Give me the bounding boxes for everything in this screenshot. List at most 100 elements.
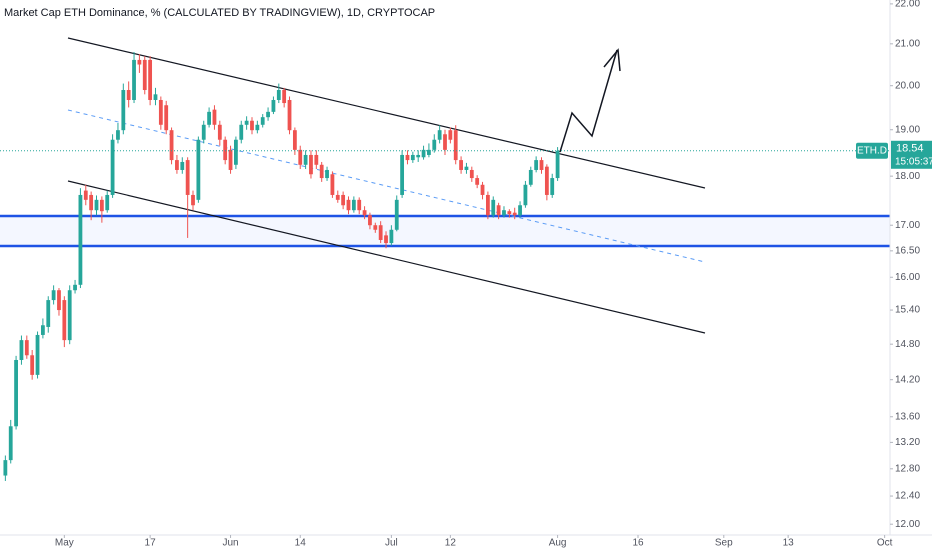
candle-body bbox=[544, 166, 549, 195]
x-tick-label: Sep bbox=[715, 538, 733, 549]
candle-body bbox=[518, 205, 522, 216]
candle-body bbox=[555, 150, 560, 179]
candle-body bbox=[491, 199, 496, 216]
candle-body bbox=[298, 149, 303, 165]
y-tick-label: 18.00 bbox=[895, 171, 920, 182]
plot-area bbox=[0, 37, 890, 481]
candle-body bbox=[314, 154, 319, 165]
candle-body bbox=[303, 154, 308, 165]
candle-body bbox=[512, 212, 517, 216]
candle-body bbox=[464, 166, 469, 170]
candle-body bbox=[35, 334, 40, 375]
y-tick-label: 22.00 bbox=[895, 0, 920, 10]
candle-body bbox=[266, 111, 270, 118]
candle-body bbox=[217, 124, 222, 140]
x-tick-label: 13 bbox=[783, 538, 795, 549]
candle-body bbox=[523, 184, 528, 206]
candle-body bbox=[357, 199, 362, 211]
candle-body bbox=[89, 194, 94, 211]
channel-mid bbox=[67, 109, 706, 263]
candle-body bbox=[496, 205, 501, 216]
candle-body bbox=[244, 120, 249, 125]
candle-body bbox=[410, 154, 415, 161]
y-tick-label: 20.00 bbox=[895, 80, 920, 91]
candle-body bbox=[14, 359, 18, 427]
candle-body bbox=[325, 169, 329, 179]
candle-body bbox=[228, 149, 233, 170]
candle-body bbox=[250, 120, 254, 131]
candle-body bbox=[180, 161, 185, 170]
candle-body bbox=[132, 59, 136, 100]
y-tick-label: 17.00 bbox=[895, 220, 920, 231]
overlay bbox=[559, 48, 621, 153]
candle-body bbox=[346, 199, 351, 211]
candle-body bbox=[443, 134, 447, 150]
candle-body bbox=[94, 199, 99, 211]
candle-body bbox=[19, 340, 24, 360]
last-price-label: 18.54 bbox=[896, 143, 924, 155]
candle-body bbox=[57, 290, 61, 311]
candle-body bbox=[169, 130, 174, 161]
candle-body bbox=[142, 59, 147, 91]
candle-body bbox=[255, 124, 260, 131]
candle-body bbox=[427, 149, 431, 155]
candle-body bbox=[51, 290, 56, 301]
candle-body bbox=[448, 130, 453, 140]
candle-body bbox=[459, 160, 463, 170]
candle-body bbox=[480, 184, 485, 195]
candle-body bbox=[394, 199, 399, 230]
candle-body bbox=[40, 325, 45, 335]
candle-body bbox=[83, 190, 88, 200]
candle-body bbox=[3, 460, 8, 476]
y-tick-label: 13.20 bbox=[895, 437, 920, 448]
symbol-tag bbox=[856, 142, 888, 159]
candle-body bbox=[8, 426, 13, 461]
candle-body bbox=[373, 225, 378, 230]
candle-body bbox=[116, 130, 120, 140]
candle-body bbox=[175, 160, 179, 170]
candle-body bbox=[126, 90, 131, 100]
chart-title: Market Cap ETH Dominance, % (CALCULATED … bbox=[4, 7, 435, 19]
candle-body bbox=[287, 99, 292, 131]
candle-body bbox=[73, 284, 77, 291]
candle-body bbox=[330, 174, 335, 195]
candle-body bbox=[234, 139, 238, 165]
candle-body bbox=[105, 194, 110, 211]
candle-body bbox=[110, 139, 115, 195]
candle-body bbox=[271, 99, 276, 112]
candle-body bbox=[62, 300, 67, 341]
y-tick-label: 16.50 bbox=[895, 245, 920, 256]
x-tick-label: 14 bbox=[295, 538, 307, 549]
x-tick-label: Oct bbox=[877, 538, 893, 549]
candle-body bbox=[46, 300, 51, 327]
candle-body bbox=[469, 169, 474, 179]
candle-body bbox=[539, 160, 544, 170]
candle-body bbox=[207, 111, 211, 125]
candle-body bbox=[432, 139, 437, 150]
candle-body bbox=[121, 90, 126, 131]
candle-body bbox=[335, 194, 340, 200]
channel-lower bbox=[67, 180, 706, 334]
candle-body bbox=[351, 199, 356, 211]
y-tick-label: 13.60 bbox=[895, 411, 920, 422]
y-tick-label: 12.80 bbox=[895, 463, 920, 474]
candle-body bbox=[148, 59, 153, 100]
candle-body bbox=[389, 229, 394, 244]
channel-upper bbox=[67, 37, 706, 189]
candle-body bbox=[158, 99, 163, 125]
candle-body bbox=[196, 139, 201, 200]
candle-body bbox=[534, 160, 539, 170]
candle-body bbox=[453, 130, 458, 161]
candle-body bbox=[485, 194, 490, 216]
y-tick-label: 14.80 bbox=[895, 339, 920, 350]
candle-body bbox=[368, 215, 372, 226]
y-tick-label: 16.00 bbox=[895, 272, 920, 283]
x-tick-label: Aug bbox=[549, 538, 567, 549]
candle-body bbox=[153, 94, 158, 100]
x-tick-label: 16 bbox=[632, 538, 644, 549]
y-tick-label: 19.00 bbox=[895, 124, 920, 135]
y-tick-label: 21.00 bbox=[895, 38, 920, 49]
candle-body bbox=[362, 210, 367, 216]
candle-body bbox=[24, 340, 29, 356]
